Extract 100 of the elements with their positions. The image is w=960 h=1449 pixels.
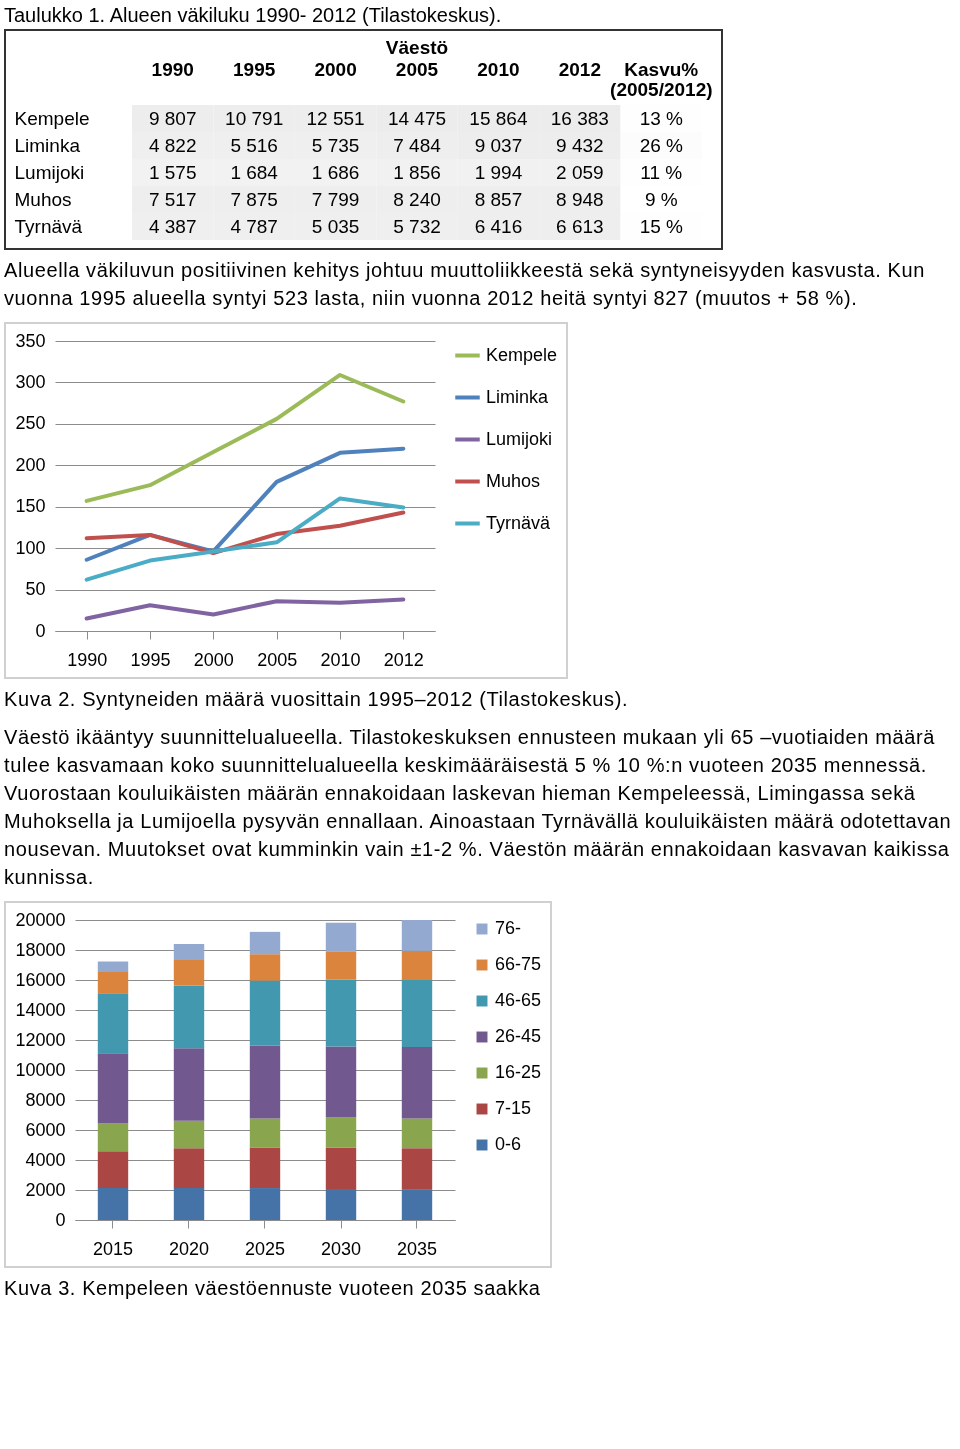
data-label: 15 864 bbox=[469, 107, 528, 129]
data-label: 4 822 bbox=[148, 134, 197, 156]
bar bbox=[325, 979, 357, 1047]
data-label: 4 387 bbox=[148, 215, 197, 237]
x-tick-label: 2025 bbox=[244, 1238, 286, 1259]
x-tick-label: 2005 bbox=[395, 58, 439, 80]
y-tick-label: 20000 bbox=[15, 909, 66, 930]
bar bbox=[97, 1151, 129, 1189]
bar bbox=[401, 980, 433, 1048]
bar bbox=[325, 1046, 357, 1118]
data-label: 8 240 bbox=[393, 188, 441, 210]
bar bbox=[173, 944, 205, 960]
y-tick-label: 300 bbox=[15, 371, 46, 392]
line-series bbox=[84, 597, 406, 621]
data-label: 7 875 bbox=[230, 188, 278, 210]
y-tick-label: 16000 bbox=[15, 969, 66, 990]
bar bbox=[249, 1147, 281, 1189]
bar bbox=[249, 1118, 281, 1148]
y-tick-label: 12000 bbox=[15, 1029, 66, 1050]
bar bbox=[325, 1189, 357, 1220]
data-label: 11 % bbox=[640, 161, 683, 183]
legend-label: 7-15 bbox=[495, 1098, 532, 1118]
line-series bbox=[84, 372, 406, 503]
bar bbox=[173, 1148, 205, 1189]
data-label: 9 % bbox=[644, 188, 678, 210]
legend-label: 0-6 bbox=[495, 1134, 522, 1154]
bar bbox=[401, 920, 433, 951]
bar bbox=[401, 1148, 433, 1190]
bar bbox=[401, 950, 433, 980]
bar bbox=[97, 1188, 129, 1220]
legend-label: Tyrnävä bbox=[486, 512, 552, 533]
y-tick-label: 18000 bbox=[15, 939, 66, 960]
bar bbox=[401, 1047, 433, 1119]
y-tick-label: 0 bbox=[35, 620, 46, 641]
data-label: 7 517 bbox=[148, 188, 197, 210]
x-tick-label: 1990 bbox=[151, 58, 194, 80]
data-label: 5 516 bbox=[230, 134, 278, 156]
x-tick-label: 2000 bbox=[314, 58, 357, 80]
y-tick-label: 100 bbox=[15, 537, 46, 558]
data-label: 16 383 bbox=[550, 107, 609, 129]
data-label: 14 475 bbox=[387, 107, 447, 129]
x-tick-label: 2012 bbox=[383, 649, 424, 670]
y-tick-label: 200 bbox=[15, 454, 46, 475]
data-label: 6 613 bbox=[556, 215, 604, 237]
bar bbox=[325, 951, 357, 980]
data-label: 4 787 bbox=[230, 215, 278, 237]
x-tick-label: Kasvu% (2005/2012) bbox=[610, 58, 713, 100]
data-label: 6 416 bbox=[474, 215, 523, 237]
text: Alueella väkiluvun positiivinen kehitys johtuu muuttoliikkeestä sekä syntyneisyyden kasvusta. Kun vuonna 1995 alueella syntyi 523 lasta, niin vuonna 2012 heitä syntyi 827 (muutos + 58 %). bbox=[4, 258, 926, 311]
y-tick-label: 8000 bbox=[25, 1089, 66, 1110]
data-label: 10 791 bbox=[225, 107, 284, 129]
bar bbox=[97, 1053, 129, 1124]
x-tick-label: 1990 bbox=[67, 649, 108, 670]
x-tick-label: 2000 bbox=[193, 649, 234, 670]
x-tick-label: 1995 bbox=[233, 58, 276, 80]
chart-title: Taulukko 1. Alueen väkiluku 1990- 2012 (Tilastokeskus). bbox=[4, 4, 503, 27]
data-label: 12 551 bbox=[306, 107, 365, 129]
data-label: 1 684 bbox=[230, 161, 279, 183]
y-tick-label: Tyrnävä bbox=[14, 215, 83, 237]
bar bbox=[173, 959, 205, 986]
y-tick-label: Kempele bbox=[14, 107, 90, 129]
data-label: 1 686 bbox=[311, 161, 360, 183]
bar bbox=[249, 980, 281, 1046]
y-tick-label: 250 bbox=[15, 413, 46, 434]
bar bbox=[173, 1120, 205, 1149]
data-label: 9 432 bbox=[556, 134, 604, 156]
x-tick-label: 2005 bbox=[257, 649, 298, 670]
bar bbox=[173, 1048, 205, 1121]
text: Väestö ikääntyy suunnittelualueella. Tilastokeskuksen ennusteen mukaan yli 65 –vuotiaiden määrä tulee kasvamaan koko suunnittelualueella keskimääräisestä 5 % 10 %:n vuoteen 2035 mennessä. Vuorostaan kouluikäisten määrän ennakoidaan laskevan hieman Kempeleessä, Limingassa sekä Muhoksella ja Lumijoella pysyvän ennallaan. Ainoastaan Tyrnävällä kouluikäisten määrä odotettavan nousevan. Muutokset ovat kumminkin vain ±1-2 %. Väestön määrän ennakoidaan kasvavan kaikissa kunnissa. bbox=[4, 725, 953, 890]
x-tick-label: 2010 bbox=[320, 649, 361, 670]
data-label: 1 994 bbox=[474, 161, 523, 183]
bar bbox=[173, 1188, 205, 1220]
bar bbox=[249, 954, 281, 981]
legend-label: 16-25 bbox=[495, 1062, 542, 1082]
x-tick-label: 2020 bbox=[168, 1238, 210, 1259]
data-label: 15 % bbox=[639, 215, 684, 237]
legend-label: 46-65 bbox=[495, 990, 542, 1010]
data-label: 9 037 bbox=[474, 134, 523, 156]
data-label: 8 948 bbox=[556, 188, 604, 210]
y-tick-label: 0 bbox=[55, 1209, 66, 1230]
line-series bbox=[84, 496, 406, 582]
data-label: 5 735 bbox=[311, 134, 360, 156]
data-label: 1 856 bbox=[393, 161, 441, 183]
legend-label: Lumijoki bbox=[486, 428, 553, 449]
legend-label: Liminka bbox=[486, 386, 550, 407]
x-tick-label: 2035 bbox=[396, 1238, 438, 1259]
y-tick-label: 150 bbox=[15, 496, 46, 517]
bar bbox=[249, 931, 281, 955]
y-tick-label: 14000 bbox=[15, 999, 66, 1020]
bar bbox=[97, 961, 129, 972]
legend-label: 76- bbox=[495, 918, 522, 938]
bar bbox=[325, 1117, 357, 1148]
x-tick-label: 2010 bbox=[477, 58, 520, 80]
y-tick-label: 2000 bbox=[25, 1179, 66, 1200]
data-label: 1 575 bbox=[148, 161, 197, 183]
bar bbox=[173, 985, 205, 1049]
bar bbox=[97, 971, 129, 994]
bar bbox=[249, 1045, 281, 1119]
data-label: 5 732 bbox=[393, 215, 441, 237]
x-tick-label: 2015 bbox=[92, 1238, 134, 1259]
